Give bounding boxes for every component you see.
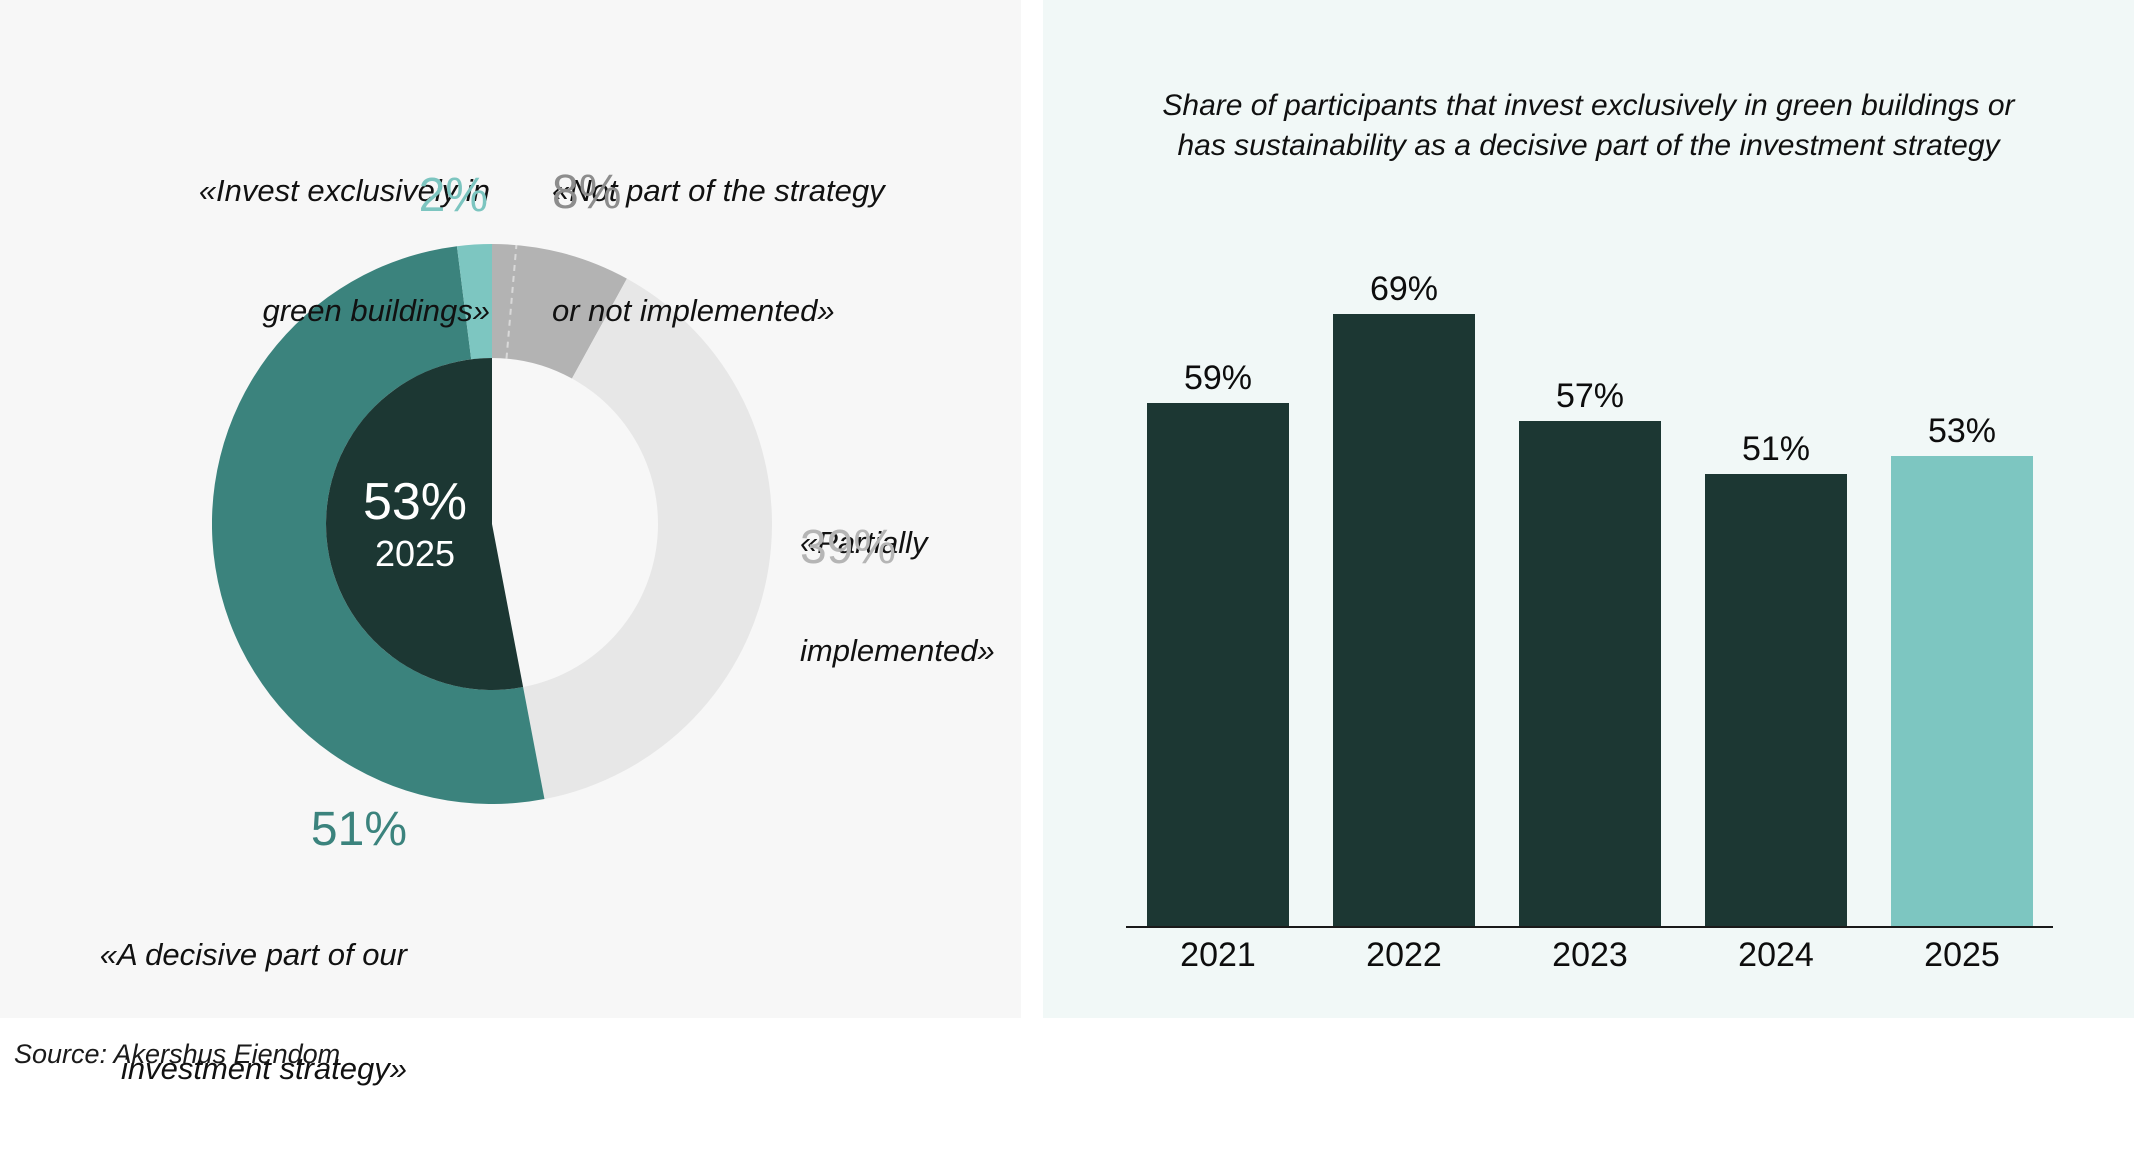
- donut-slice-2: [212, 246, 545, 804]
- bar-chart-title-line1: Share of participants that invest exclus…: [1162, 89, 2015, 122]
- bar-2023: [1519, 421, 1661, 927]
- bar-chart-panel: Share of participants that invest exclus…: [1043, 0, 2134, 1018]
- bar-2025: [1891, 456, 2033, 927]
- infographic-page: { "page": { "source_note": "Source: Aker…: [0, 0, 2134, 1086]
- donut-slice-1: [523, 278, 772, 800]
- source-note: Source: Akershus Eiendom: [14, 1039, 341, 1069]
- donut-center-wedge: [326, 358, 524, 690]
- x-axis-line: [1126, 926, 2053, 928]
- bar-value-label-2024: 51%: [1741, 430, 1811, 468]
- x-tick-label-2022: 2022: [1366, 936, 1442, 974]
- x-tick-label-2025: 2025: [1924, 936, 2000, 974]
- bar-value-label-2023: 57%: [1555, 377, 1625, 415]
- x-tick-label-2023: 2023: [1552, 936, 1628, 974]
- bar-2024: [1705, 474, 1847, 927]
- value-decisive: 51%: [310, 803, 407, 856]
- donut-slice-3: [456, 244, 492, 360]
- donut-panel: 53% 2025 «Invest exclusively in green bu…: [0, 0, 1021, 1086]
- x-tick-label-2024: 2024: [1738, 936, 1814, 974]
- donut-center-value: 53%: [362, 473, 468, 531]
- label-decisive-line2: investment strategy»: [120, 1051, 407, 1086]
- bar-2022: [1333, 314, 1475, 927]
- donut-slice-divider: [505, 244, 518, 359]
- label-not-part-line1: «Not part of the strategy: [552, 173, 885, 208]
- label-decisive: «A decisive part of our investment strat…: [47, 860, 407, 1164]
- bar-2021: [1147, 403, 1289, 927]
- donut-chart: [212, 244, 772, 804]
- label-invest-line1: «Invest exclusively in: [198, 173, 490, 208]
- label-partially-line1: «Partially: [800, 525, 928, 560]
- x-tick-label-2021: 2021: [1180, 936, 1256, 974]
- value-not-part: 8%: [552, 166, 622, 219]
- donut-slice-0: [492, 244, 627, 379]
- label-not-part: «Not part of the strategy or not impleme…: [552, 91, 992, 411]
- label-invest-line2: green buildings»: [262, 293, 490, 328]
- bar-chart-title-line2: has sustainability as a decisive part of…: [1177, 129, 2000, 162]
- value-invest-exclusively: 2%: [418, 169, 488, 222]
- label-invest-exclusively: «Invest exclusively in green buildings»: [140, 91, 490, 411]
- donut-center-year: 2025: [374, 533, 456, 574]
- bar-value-label-2021: 59%: [1183, 359, 1253, 397]
- bar-chart-title: Share of participants that invest exclus…: [1043, 86, 2134, 166]
- value-partially: 39%: [800, 521, 897, 574]
- bar-value-label-2022: 69%: [1369, 270, 1439, 308]
- label-partially: «Partially implemented»: [800, 453, 1020, 741]
- label-partially-line2: implemented»: [800, 633, 995, 668]
- label-not-part-line2: or not implemented»: [552, 293, 835, 328]
- bar-value-label-2025: 53%: [1927, 412, 1997, 450]
- label-decisive-line1: «A decisive part of our: [99, 937, 407, 972]
